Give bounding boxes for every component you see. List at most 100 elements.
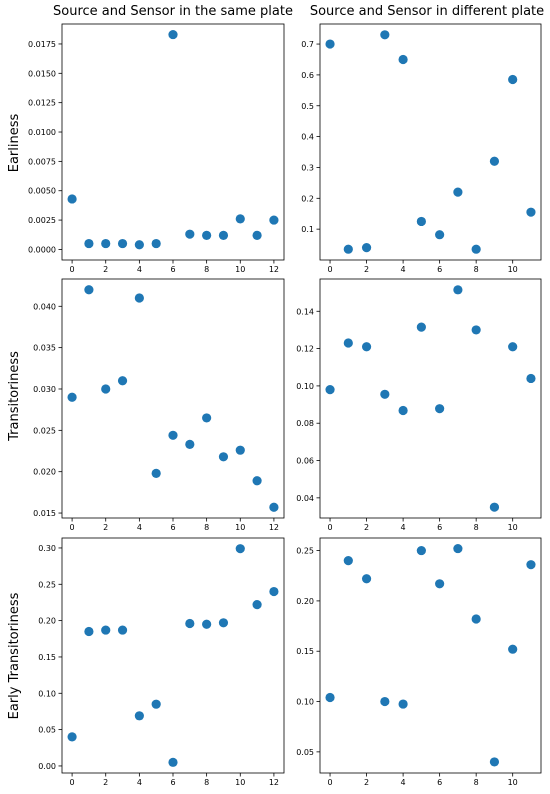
data-point — [361, 243, 372, 253]
x-tick-label: 0 — [70, 778, 75, 787]
data-point — [151, 468, 161, 478]
y-tick-label: 0.08 — [296, 419, 314, 428]
data-point — [252, 476, 262, 486]
data-point — [325, 692, 335, 703]
data-point — [508, 74, 518, 85]
data-point — [269, 586, 279, 597]
subplot-1-1: 0 2 4 6 8 10 0.04 0.06 0.08 0.10 0.12 0.14 — [296, 278, 542, 532]
y-tick-label: 0.2 — [301, 194, 314, 203]
y-tick-label: 0.15 — [296, 647, 314, 656]
data-point — [101, 625, 111, 635]
x-tick-label: 10 — [235, 265, 245, 274]
x-tick-label: 6 — [170, 265, 175, 274]
data-point — [526, 207, 536, 217]
data-point — [84, 285, 94, 295]
row-label-earliness: Earliness — [7, 114, 22, 173]
data-point — [67, 194, 77, 204]
x-tick-label: 6 — [437, 778, 442, 787]
y-tick-label: 0.14 — [296, 307, 314, 316]
x-tick-label: 8 — [474, 523, 479, 532]
axes-frame — [319, 278, 542, 519]
y-tick-label: 0.15 — [38, 653, 56, 662]
data-point — [508, 644, 518, 654]
y-tick-label: 0.0025 — [28, 216, 56, 225]
data-point — [202, 619, 212, 629]
column-title-different-plate: Source and Sensor in different plate — [310, 4, 544, 19]
data-point — [435, 579, 445, 589]
y-tick-label: 0.0075 — [28, 157, 56, 166]
x-tick-label: 4 — [137, 778, 142, 787]
data-point — [361, 574, 372, 584]
x-tick-label: 10 — [508, 523, 518, 532]
subplot-0-0: 0 2 4 6 8 10 12 0.0000 0.0025 0.0050 0.0075 0.0100 0… — [28, 23, 285, 274]
subplot-2-1: 0 2 4 6 8 10 0.05 0.10 0.15 0.20 0.25 — [296, 537, 542, 787]
y-tick-label: 0.025 — [33, 426, 56, 435]
data-point — [235, 544, 245, 554]
subplot-0-1: 0 2 4 6 8 10 0.1 0.2 0.3 0.4 0.5 0.6 0.7 — [301, 23, 542, 274]
y-tick-label: 0.05 — [38, 726, 56, 735]
data-point — [526, 373, 536, 384]
row-label-transitoriness: Transitoriness — [7, 351, 22, 442]
y-tick-label: 0.20 — [296, 597, 314, 606]
y-tick-label: 0.10 — [296, 382, 314, 391]
data-point — [117, 238, 128, 249]
y-tick-label: 0.10 — [38, 689, 56, 698]
x-tick-label: 6 — [170, 778, 175, 787]
x-tick-label: 4 — [401, 778, 406, 787]
x-tick-label: 0 — [70, 265, 75, 274]
data-point — [416, 545, 426, 556]
data-point — [101, 238, 111, 249]
data-point — [185, 229, 195, 239]
x-tick-label: 6 — [437, 265, 442, 274]
y-tick-label: 0.0000 — [28, 245, 56, 254]
data-point — [218, 230, 229, 240]
data-point — [471, 325, 481, 335]
axes-frame — [319, 23, 542, 261]
data-point — [117, 625, 128, 635]
y-tick-label: 0.030 — [33, 385, 56, 394]
data-point — [67, 392, 77, 402]
x-tick-label: 12 — [269, 523, 279, 532]
x-tick-label: 8 — [474, 778, 479, 787]
x-tick-label: 10 — [508, 778, 518, 787]
data-point — [134, 240, 144, 250]
y-tick-label: 0.05 — [296, 748, 314, 757]
data-point — [453, 187, 463, 197]
x-tick-label: 2 — [103, 523, 108, 532]
x-tick-label: 4 — [137, 265, 142, 274]
y-tick-label: 0.25 — [296, 547, 314, 556]
data-point — [398, 54, 408, 65]
data-point — [67, 732, 77, 742]
x-tick-label: 2 — [103, 778, 108, 787]
data-point — [84, 238, 94, 249]
y-tick-label: 0.04 — [296, 494, 314, 503]
x-tick-label: 4 — [401, 523, 406, 532]
x-tick-label: 0 — [327, 523, 332, 532]
y-tick-label: 0.035 — [33, 344, 56, 353]
x-tick-label: 10 — [508, 265, 518, 274]
y-tick-label: 0.20 — [38, 617, 56, 626]
data-point — [269, 502, 279, 512]
axes-frame — [319, 537, 542, 774]
x-tick-label: 6 — [170, 523, 175, 532]
x-tick-label: 4 — [137, 523, 142, 532]
y-tick-label: 0.020 — [33, 468, 56, 477]
data-point — [134, 293, 144, 303]
x-tick-label: 8 — [204, 265, 209, 274]
x-tick-label: 0 — [70, 523, 75, 532]
data-point — [325, 385, 335, 395]
subplot-grid: 0 2 4 6 8 10 120.00000.00250.00500.00750.01000… — [28, 23, 542, 787]
data-point — [151, 699, 161, 709]
data-point — [84, 626, 94, 637]
data-point — [202, 413, 212, 423]
data-point — [168, 430, 178, 440]
data-point — [117, 376, 128, 386]
x-tick-label: 10 — [235, 523, 245, 532]
data-point — [235, 214, 245, 224]
y-tick-label: 0.5 — [301, 102, 314, 111]
y-tick-label: 0.0050 — [28, 187, 56, 196]
axes-frame — [61, 23, 285, 261]
data-point — [435, 404, 445, 414]
y-tick-label: 0.4 — [301, 133, 314, 142]
